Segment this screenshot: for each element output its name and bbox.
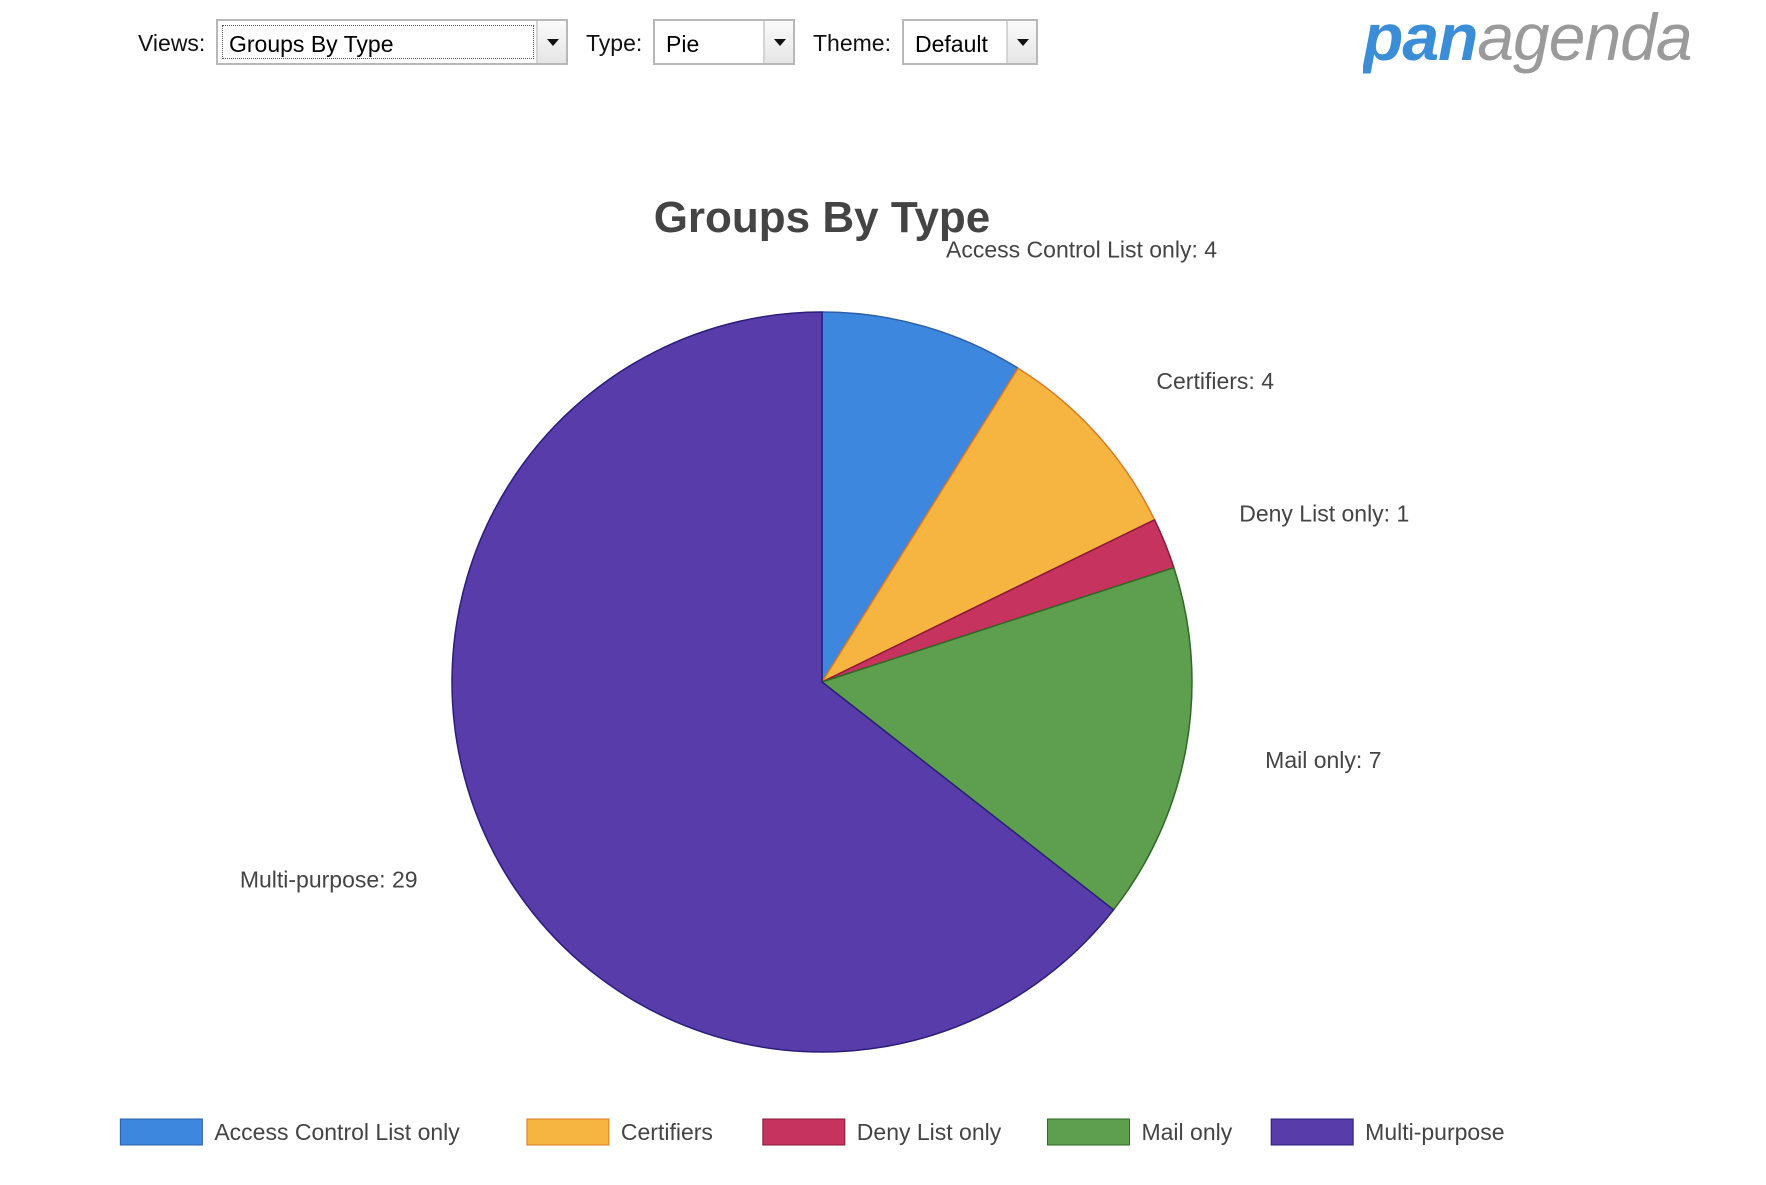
legend-swatch-access-control-list-only	[119, 1118, 203, 1146]
legend-swatch-multi-purpose	[1270, 1118, 1354, 1146]
type-label: Type:	[586, 30, 643, 56]
data-label-deny-list-only: Deny List only: 1	[1239, 500, 1409, 526]
legend-label-deny-list-only: Deny List only	[857, 1119, 1002, 1145]
chevron-down-icon	[547, 39, 559, 46]
data-label-mail-only: Mail only: 7	[1265, 747, 1381, 773]
logo-part-2: agenda	[1477, 0, 1691, 74]
pie-slice-multi-purpose	[451, 311, 1115, 1053]
chevron-down-icon	[1017, 39, 1029, 46]
data-label-certifiers: Certifiers: 4	[1156, 368, 1274, 394]
legend-label-certifiers: Certifiers	[621, 1119, 713, 1145]
views-select[interactable]: Groups By Type	[216, 19, 568, 65]
chevron-down-icon	[774, 39, 786, 46]
legend-item-certifiers[interactable]: Certifiers	[526, 1118, 713, 1146]
theme-select-value: Default	[915, 31, 988, 57]
legend-item-access-control-list-only[interactable]: Access Control List only	[119, 1118, 460, 1146]
type-select[interactable]: Pie	[653, 19, 795, 65]
legend-swatch-certifiers	[526, 1118, 610, 1146]
legend-swatch-deny-list-only	[762, 1118, 846, 1146]
data-label-access-control-list-only: Access Control List only: 4	[946, 236, 1217, 262]
theme-label: Theme:	[813, 30, 891, 56]
pie-slices	[451, 311, 1193, 1053]
legend-item-deny-list-only[interactable]: Deny List only	[762, 1118, 1002, 1146]
legend-swatch-mail-only	[1046, 1118, 1130, 1146]
chart-title: Groups By Type	[654, 193, 991, 242]
data-labels: Access Control List only: 4 Certifiers: 4…	[240, 236, 1409, 892]
pie-slice-certifiers	[821, 367, 1156, 683]
legend-item-mail-only[interactable]: Mail only	[1046, 1118, 1233, 1146]
panagenda-logo: panagenda	[1363, 0, 1693, 74]
svg-text:panagenda: panagenda	[1363, 0, 1692, 74]
toolbar: Views: Groups By Type Type: Pie Theme: D…	[0, 0, 1766, 90]
theme-select[interactable]: Default	[902, 19, 1038, 65]
views-select-value: Groups By Type	[229, 31, 394, 57]
pie-slice-mail-only	[821, 566, 1193, 911]
focus-ring	[222, 25, 534, 59]
type-select-value: Pie	[666, 31, 700, 57]
legend-label-multi-purpose: Multi-purpose	[1365, 1119, 1504, 1145]
type-dropdown-arrow[interactable]	[763, 21, 793, 63]
views-dropdown-arrow[interactable]	[536, 21, 566, 63]
data-label-multi-purpose: Multi-purpose: 29	[240, 866, 418, 892]
logo-part-1: pan	[1363, 0, 1477, 74]
legend-label-mail-only: Mail only	[1141, 1119, 1232, 1145]
legend-item-multi-purpose[interactable]: Multi-purpose	[1270, 1118, 1505, 1146]
chart-legend: Access Control List only Certifiers Deny L…	[119, 1118, 1505, 1146]
views-label: Views:	[138, 30, 206, 56]
legend-label-access-control-list-only: Access Control List only	[214, 1119, 460, 1145]
theme-dropdown-arrow[interactable]	[1006, 21, 1036, 63]
pie-slice-access-control-list-only	[821, 311, 1019, 683]
